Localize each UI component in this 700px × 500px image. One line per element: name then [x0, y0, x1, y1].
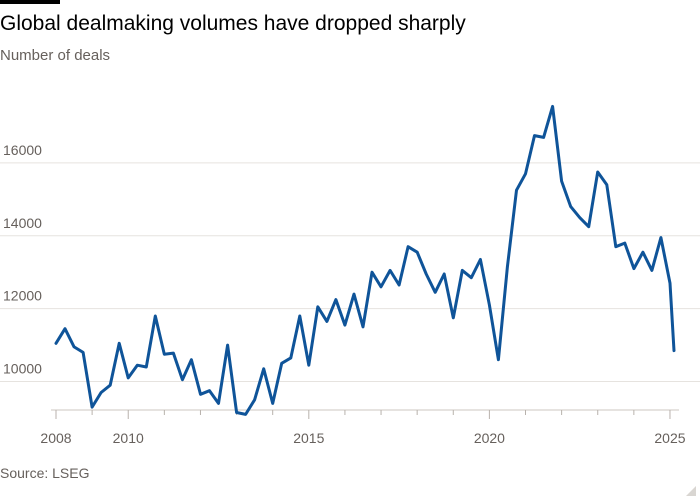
- x-tick-label-2008: 2008: [40, 430, 71, 446]
- data-point: [497, 358, 500, 361]
- data-point: [181, 378, 184, 381]
- data-point: [515, 189, 518, 192]
- data-point: [235, 411, 238, 414]
- data-point: [118, 342, 121, 345]
- data-point: [226, 344, 229, 347]
- data-point: [434, 291, 437, 294]
- series: [54, 104, 676, 416]
- data-point: [352, 293, 355, 296]
- data-point: [371, 271, 374, 274]
- data-point: [605, 183, 608, 186]
- data-point: [569, 205, 572, 208]
- tick-labels: 10000 12000 14000 16000 2008 2010 2015 2020 2025: [3, 142, 686, 446]
- data-point: [551, 105, 554, 108]
- x-tick-label-2015: 2015: [293, 430, 324, 446]
- data-point: [316, 305, 319, 308]
- data-point: [578, 216, 581, 219]
- data-point: [100, 391, 103, 394]
- data-point: [73, 345, 76, 348]
- data-point: [407, 245, 410, 248]
- data-point: [470, 276, 473, 279]
- data-point: [560, 180, 563, 183]
- data-point: [136, 364, 139, 367]
- data-point: [208, 389, 211, 392]
- data-point: [127, 376, 130, 379]
- x-tick-label-2010: 2010: [113, 430, 144, 446]
- data-point: [199, 393, 202, 396]
- data-point: [361, 325, 364, 328]
- corner-mark: [686, 486, 696, 496]
- data-point: [190, 358, 193, 361]
- data-point: [298, 314, 301, 317]
- data-point: [91, 406, 94, 409]
- y-tick-label-16000: 16000: [3, 142, 42, 158]
- data-point: [280, 362, 283, 365]
- y-tick-label-14000: 14000: [3, 215, 42, 231]
- data-point: [623, 242, 626, 245]
- data-point: [172, 352, 175, 355]
- data-point: [82, 351, 85, 354]
- data-point: [524, 172, 527, 175]
- data-point: [659, 236, 662, 239]
- data-point: [163, 353, 166, 356]
- data-point: [587, 225, 590, 228]
- data-point: [389, 269, 392, 272]
- data-point: [398, 283, 401, 286]
- data-point: [271, 402, 274, 405]
- data-point: [154, 314, 157, 317]
- data-point: [452, 316, 455, 319]
- data-point: [416, 251, 419, 254]
- data-point: [343, 324, 346, 327]
- data-point: [596, 171, 599, 174]
- data-point: [668, 282, 671, 285]
- chart-subtitle: Number of deals: [0, 47, 111, 64]
- data-point: [262, 367, 265, 370]
- data-point: [443, 273, 446, 276]
- data-point: [325, 320, 328, 323]
- data-point: [632, 267, 635, 270]
- data-point: [650, 269, 653, 272]
- x-tick-label-2025: 2025: [654, 430, 685, 446]
- x-tick-label-2020: 2020: [474, 430, 505, 446]
- data-point: [64, 327, 67, 330]
- data-point: [614, 245, 617, 248]
- x-axis: [51, 409, 679, 419]
- series-line-deals: [54, 104, 676, 416]
- data-point: [425, 273, 428, 276]
- data-point: [289, 356, 292, 359]
- source-note: Source: LSEG: [0, 465, 90, 481]
- data-point: [479, 258, 482, 261]
- data-point: [145, 365, 148, 368]
- data-point: [244, 413, 247, 416]
- chart-title: Global dealmaking volumes have dropped s…: [0, 12, 466, 35]
- data-point: [641, 251, 644, 254]
- data-point: [55, 342, 58, 345]
- top-rule: [0, 0, 60, 4]
- data-point: [217, 402, 220, 405]
- y-tick-label-12000: 12000: [3, 288, 42, 304]
- data-point: [542, 136, 545, 139]
- data-point: [253, 398, 256, 401]
- data-point: [488, 304, 491, 307]
- data-point: [506, 265, 509, 268]
- data-point: [533, 134, 536, 137]
- data-point: [380, 285, 383, 288]
- data-point: [109, 384, 112, 387]
- data-point: [334, 298, 337, 301]
- data-point: [307, 364, 310, 367]
- y-tick-label-10000: 10000: [3, 361, 42, 377]
- data-point: [461, 269, 464, 272]
